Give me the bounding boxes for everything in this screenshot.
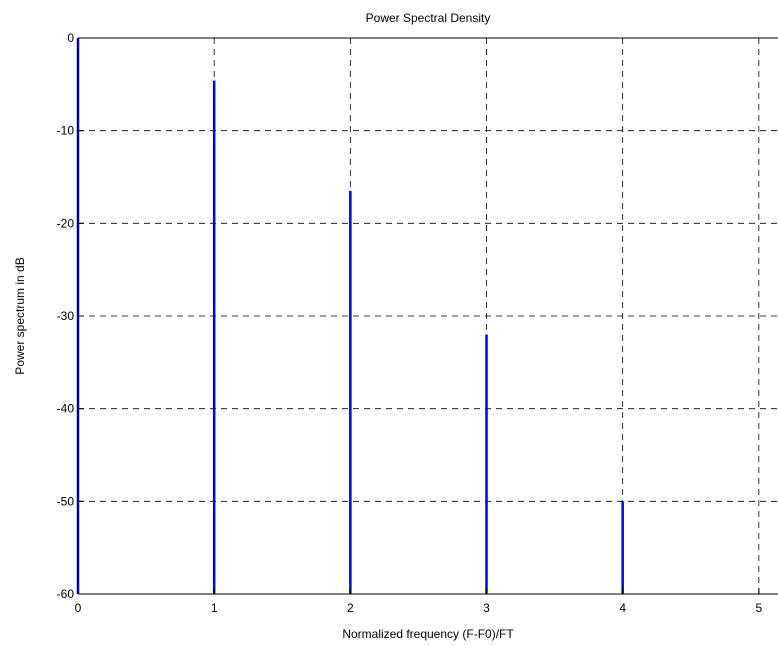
x-tick-label: 0 — [75, 601, 82, 615]
x-tick-label: 1 — [211, 601, 218, 615]
y-tick-label: -30 — [57, 309, 75, 323]
y-tick-label: -10 — [57, 124, 75, 138]
y-tick-label: 0 — [67, 31, 74, 45]
y-tick-labels: 0 -10 -20 -30 -40 -50 -60 — [57, 31, 75, 601]
y-tick-label: -40 — [57, 402, 75, 416]
x-tick-label: 5 — [755, 601, 762, 615]
y-axis-label: Power spectrum in dB — [13, 257, 27, 374]
y-tick-label: -50 — [57, 494, 75, 508]
x-tick-label: 4 — [619, 601, 626, 615]
x-tick-labels: 0123456 — [75, 601, 763, 615]
x-tick-label: 2 — [347, 601, 354, 615]
x-tick-label: 3 — [483, 601, 490, 615]
x-axis-label: Normalized frequency (F-F0)/FT — [342, 627, 514, 641]
y-tick-label: -60 — [57, 587, 75, 601]
tick-marks — [77, 37, 760, 595]
y-tick-label: -20 — [57, 216, 75, 230]
chart-title: Power Spectral Density — [366, 11, 491, 25]
